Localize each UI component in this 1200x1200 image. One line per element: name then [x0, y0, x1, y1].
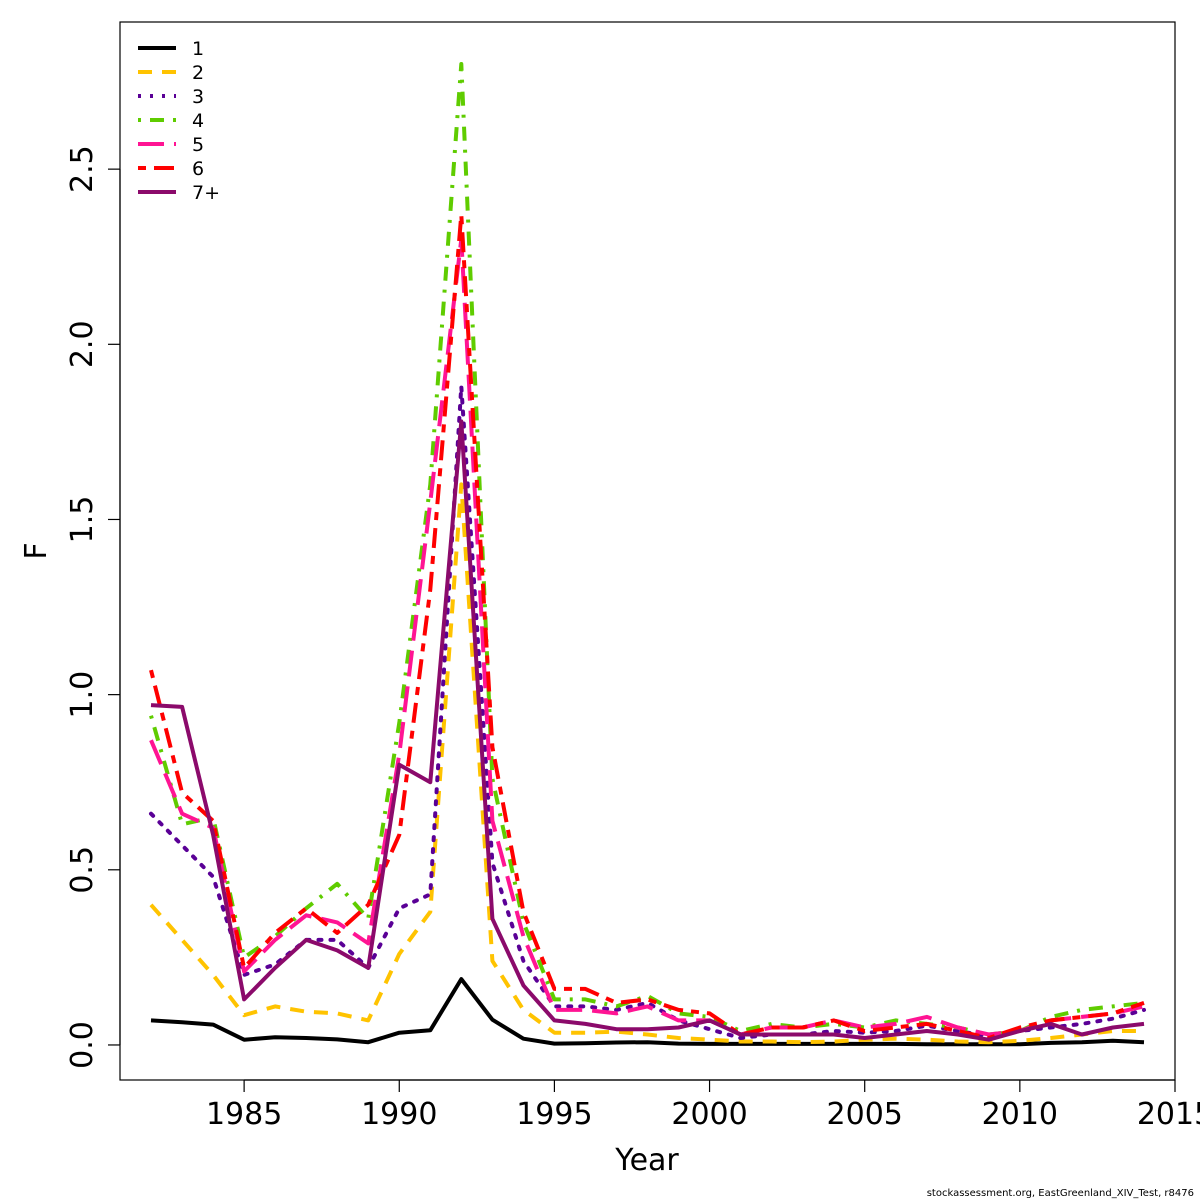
- series-line-3: [149, 384, 1146, 1040]
- legend-label: 6: [192, 158, 204, 180]
- y-axis-title: F: [19, 542, 54, 559]
- series-line-6: [149, 212, 1145, 1040]
- series-line-1: [150, 977, 1145, 1047]
- y-tick-label: 0.5: [65, 846, 100, 894]
- y-axis: 0.0 0.5 1.0 1.5 2.0 2.5: [65, 145, 121, 1069]
- y-tick-label: 2.0: [65, 320, 100, 368]
- legend-label: 1: [192, 38, 204, 60]
- y-tick-label: 2.5: [65, 145, 100, 193]
- plot-frame: [119, 21, 1176, 1081]
- legend-label: 4: [192, 110, 204, 132]
- credit-text: stockassessment.org, EastGreenland_XIV_T…: [927, 1188, 1194, 1199]
- x-tick-label: 2000: [671, 1097, 747, 1132]
- series-line-4: [149, 62, 1145, 1037]
- x-tick-label: 2005: [827, 1097, 903, 1132]
- legend-label: 5: [192, 134, 204, 156]
- legend-label: 3: [192, 86, 204, 108]
- legend-label: 2: [192, 62, 204, 84]
- y-tick-label: 1.5: [65, 496, 100, 544]
- x-tick-label: 2010: [982, 1097, 1058, 1132]
- x-axis: 1985 1990 1995 2000 2005 2010 2015: [206, 1079, 1200, 1132]
- y-tick-label: 1.0: [65, 671, 100, 719]
- series-layer: [149, 62, 1146, 1047]
- x-tick-label: 2015: [1137, 1097, 1200, 1132]
- x-tick-label: 1995: [516, 1097, 592, 1132]
- series-line-5: [149, 237, 1145, 1037]
- series-line-2: [149, 482, 1144, 1045]
- y-tick-label: 0.0: [65, 1021, 100, 1069]
- series-line-7: [150, 419, 1145, 1042]
- x-axis-title: Year: [614, 1143, 679, 1178]
- x-tick-label: 1990: [361, 1097, 437, 1132]
- legend-label: 7+: [192, 182, 220, 204]
- x-tick-label: 1985: [206, 1097, 282, 1132]
